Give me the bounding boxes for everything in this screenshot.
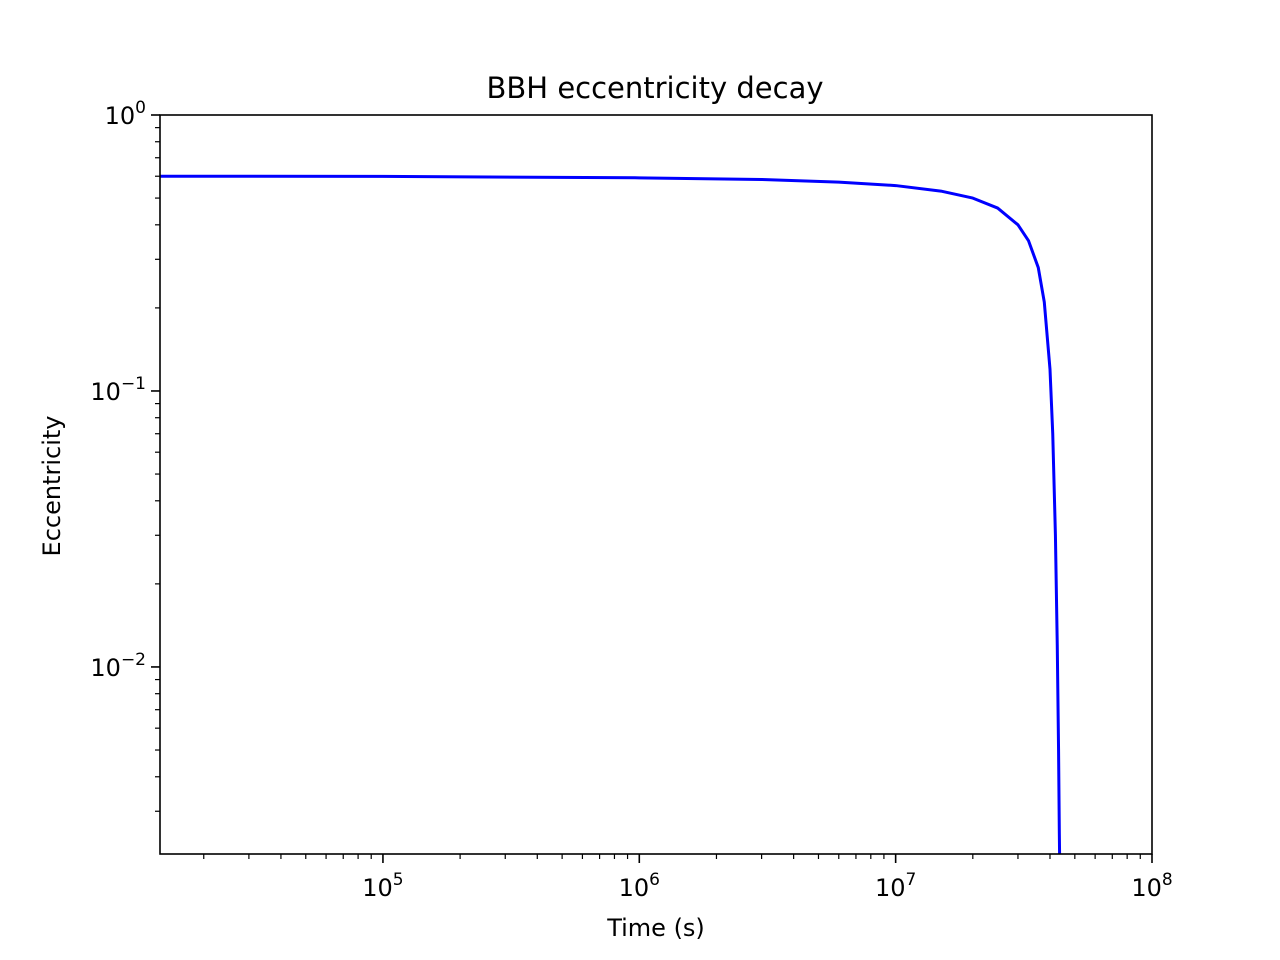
major-ticks: [151, 114, 1153, 863]
chart-title: BBH eccentricity decay: [487, 71, 824, 105]
series-layer: [160, 174, 1062, 854]
x-tick-label: 105: [362, 870, 403, 902]
y-tick-label: 10−1: [90, 374, 146, 406]
eccentricity-line: [160, 174, 1062, 854]
x-tick-label: 107: [875, 870, 916, 902]
y-axis-label: Eccentricity: [38, 416, 66, 557]
y-tick-label: 100: [105, 98, 146, 130]
axes-background: [160, 115, 1152, 854]
plot-area: [151, 114, 1153, 863]
x-tick-label: 108: [1131, 870, 1172, 902]
axes-frame: [159, 114, 1153, 855]
x-tick-labels: 105 106 107 108: [362, 870, 1172, 902]
x-axis-label: Time (s): [606, 914, 705, 942]
y-tick-label: 10−2: [90, 650, 146, 682]
y-tick-labels: 100 10−1 10−2: [90, 98, 146, 682]
x-tick-label: 106: [619, 870, 660, 902]
minor-ticks: [155, 127, 1141, 859]
